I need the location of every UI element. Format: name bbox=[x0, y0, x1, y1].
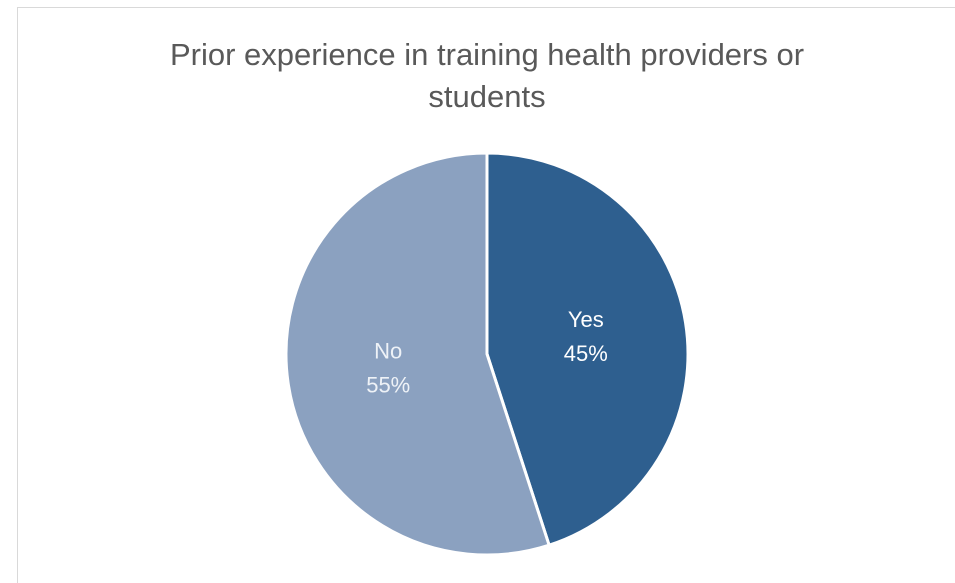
chart-frame bbox=[17, 7, 955, 583]
pie-slice bbox=[485, 151, 690, 548]
slice-category-label: Yes bbox=[568, 307, 604, 332]
slice-category-label: No bbox=[374, 338, 402, 363]
pie-slice bbox=[284, 151, 552, 557]
chart-title: Prior experience in training health prov… bbox=[169, 37, 805, 114]
slice-value-label: 55% bbox=[366, 372, 410, 397]
slice-value-label: 45% bbox=[564, 341, 608, 366]
